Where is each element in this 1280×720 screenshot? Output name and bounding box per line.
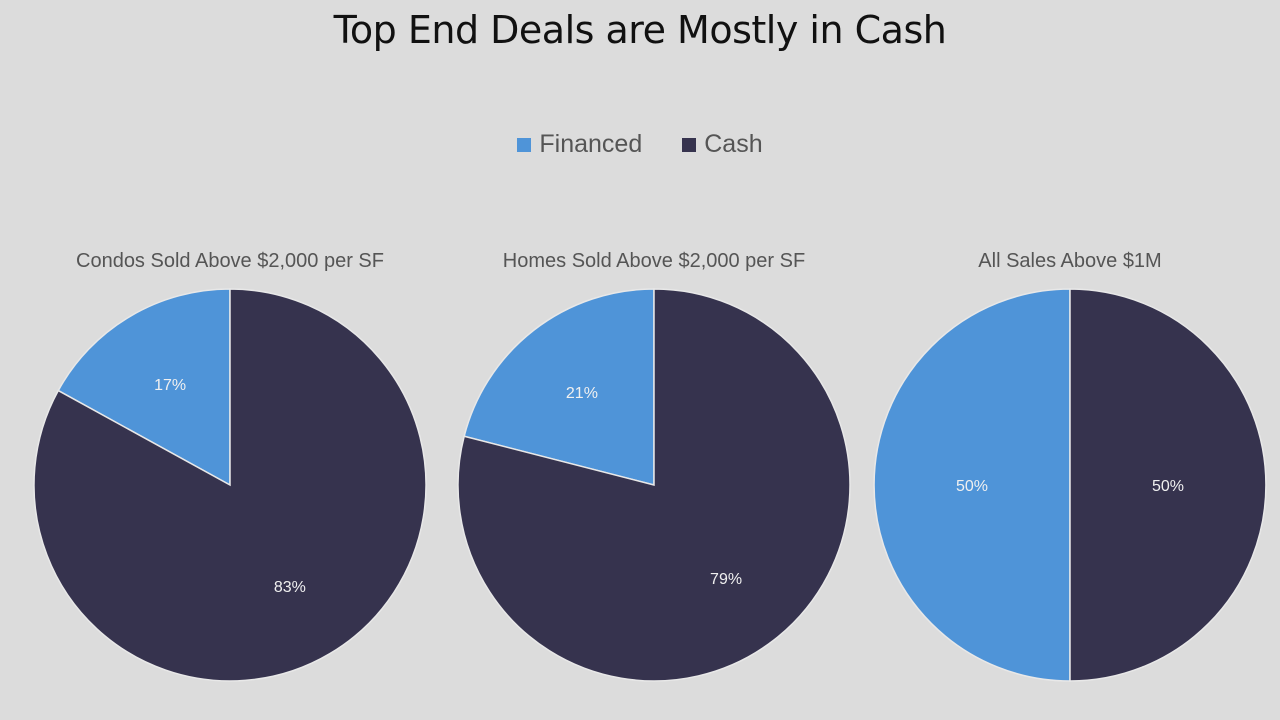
pie-chart-1: Condos Sold Above $2,000 per SF 17% 83% <box>33 250 427 682</box>
pie-chart-2: Homes Sold Above $2,000 per SF 21% 79% <box>457 250 851 682</box>
pie-slice-cash <box>33 288 427 682</box>
pie-slice-financed <box>463 288 655 486</box>
chart-title: All Sales Above $1M <box>978 250 1161 272</box>
legend: Financed Cash <box>0 130 1280 159</box>
page-title: Top End Deals are Mostly in Cash <box>333 8 947 52</box>
slice-label-cash: 79% <box>710 571 742 588</box>
pie-slice-cash <box>457 288 851 682</box>
legend-label-cash: Cash <box>704 130 763 158</box>
pie-slice-cash <box>1069 288 1267 682</box>
slice-label-financed: 17% <box>154 377 186 394</box>
slice-label-financed: 50% <box>956 478 988 495</box>
legend-item-cash: Cash <box>682 130 763 159</box>
legend-swatch-financed <box>517 137 532 152</box>
slice-label-cash: 50% <box>1152 478 1184 495</box>
legend-item-financed: Financed <box>517 130 642 159</box>
slice-label-financed: 21% <box>566 385 598 402</box>
chart-title: Homes Sold Above $2,000 per SF <box>503 250 805 272</box>
pie-chart-3: All Sales Above $1M 50% 50% <box>873 250 1267 682</box>
pie-slice-financed <box>873 288 1071 682</box>
legend-label-financed: Financed <box>539 130 643 158</box>
legend-swatch-cash <box>682 137 697 152</box>
slice-label-cash: 83% <box>274 579 306 596</box>
chart-title: Condos Sold Above $2,000 per SF <box>76 250 384 272</box>
pie-slice-financed <box>57 288 231 487</box>
